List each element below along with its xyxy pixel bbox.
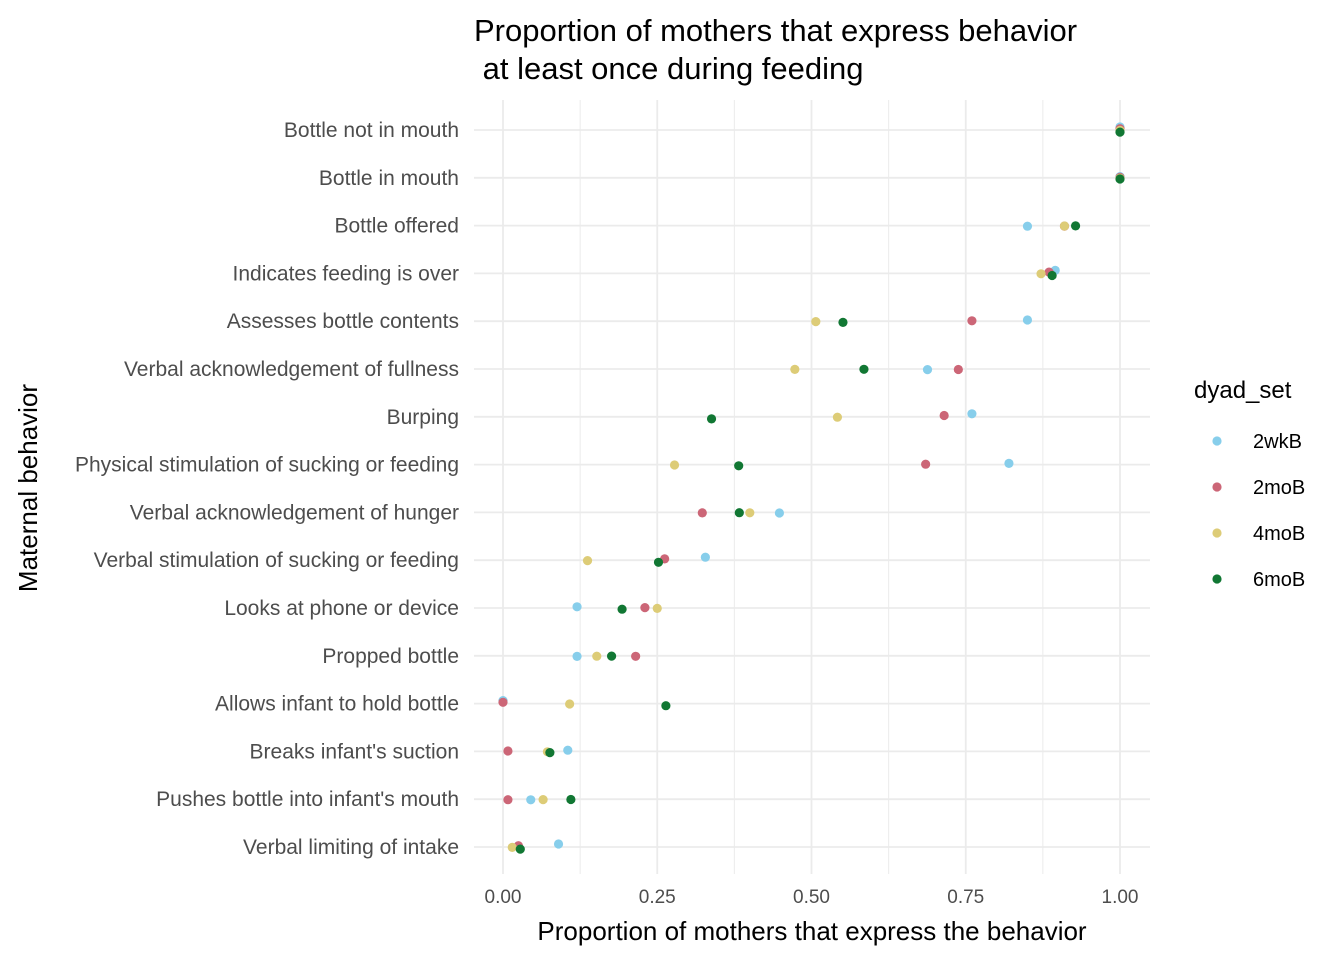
point-2moB	[631, 651, 641, 661]
point-2moB	[939, 410, 949, 421]
point-2wkB	[1004, 458, 1014, 468]
point-6moB	[606, 651, 617, 661]
point-4moB	[507, 842, 517, 853]
category-label: Breaks infant's suction	[250, 740, 459, 763]
point-2moB	[953, 364, 963, 375]
data-points	[498, 122, 1125, 854]
category-label: Bottle in mouth	[319, 167, 459, 190]
point-4moB	[582, 556, 593, 566]
legend-key-2wkB	[1212, 436, 1222, 446]
legend-key-6moB	[1212, 574, 1222, 584]
point-4moB	[745, 508, 755, 518]
x-axis-title: Proportion of mothers that express the b…	[537, 916, 1087, 946]
point-6moB	[661, 701, 671, 711]
chart-title-line-1: Proportion of mothers that express behav…	[474, 13, 1077, 48]
point-4moB	[669, 460, 680, 470]
category-label: Burping	[387, 406, 459, 429]
point-2moB	[640, 603, 650, 613]
point-6moB	[734, 508, 744, 518]
category-label: Physical stimulation of sucking or feedi…	[75, 454, 459, 477]
legend-title: dyad_set	[1194, 377, 1292, 404]
point-2wkB	[922, 365, 933, 375]
point-2wkB	[1022, 315, 1033, 325]
point-4moB	[832, 412, 843, 422]
x-tick-label: 1.00	[1102, 887, 1139, 908]
point-6moB	[1070, 221, 1081, 231]
category-label: Assesses bottle contents	[227, 310, 459, 333]
point-2wkB	[563, 745, 573, 755]
point-6moB	[1115, 174, 1125, 184]
point-6moB	[706, 414, 717, 424]
point-2wkB	[572, 602, 582, 612]
point-6moB	[515, 844, 525, 854]
point-6moB	[566, 794, 576, 805]
point-2moB	[697, 508, 707, 518]
point-2wkB	[1022, 221, 1033, 231]
category-label: Propped bottle	[322, 645, 459, 668]
point-2wkB	[572, 651, 582, 662]
point-6moB	[1115, 127, 1125, 137]
point-2wkB	[553, 839, 564, 849]
point-4moB	[1036, 269, 1046, 279]
point-2moB	[967, 316, 977, 326]
point-4moB	[565, 699, 575, 709]
point-2moB	[921, 459, 931, 469]
point-6moB	[545, 748, 555, 758]
y-axis-title: Maternal behavior	[13, 384, 43, 592]
legend-label: 2wkB	[1253, 431, 1302, 453]
category-label: Verbal acknowledgement of hunger	[130, 501, 459, 524]
point-2moB	[498, 697, 508, 707]
category-label: Bottle offered	[334, 215, 459, 238]
legend-label: 2moB	[1253, 477, 1305, 499]
point-2wkB	[526, 795, 536, 805]
point-6moB	[1047, 270, 1057, 281]
point-6moB	[653, 557, 664, 567]
point-4moB	[592, 651, 602, 661]
point-2wkB	[700, 552, 710, 562]
point-2wkB	[774, 508, 785, 518]
point-6moB	[859, 364, 869, 374]
category-label: Pushes bottle into infant's mouth	[156, 788, 459, 811]
x-tick-label: 0.50	[793, 887, 830, 908]
point-6moB	[838, 317, 848, 327]
category-label: Bottle not in mouth	[284, 119, 459, 142]
category-label: Allows infant to hold bottle	[215, 693, 459, 716]
legend-key-4moB	[1212, 528, 1222, 538]
point-4moB	[538, 795, 548, 805]
category-label: Indicates feeding is over	[233, 262, 459, 285]
legend: dyad_set 2wkB 2moB 4moB 6moB	[1194, 377, 1305, 591]
category-label: Verbal limiting of intake	[243, 836, 459, 859]
point-4moB	[790, 364, 800, 374]
point-2moB	[503, 795, 513, 805]
x-tick-label: 0.25	[639, 887, 676, 908]
grid	[474, 100, 1150, 874]
x-tick-labels: 0.00 0.25 0.50 0.75 1.00	[485, 887, 1139, 908]
category-label: Verbal stimulation of sucking or feeding	[94, 549, 459, 572]
chart-title-line-2: at least once during feeding	[474, 51, 864, 86]
point-4moB	[1059, 221, 1070, 231]
category-labels: Bottle not in mouth Bottle in mouth Bottle…	[75, 119, 459, 859]
point-6moB	[734, 461, 744, 471]
x-tick-label: 0.00	[485, 887, 522, 908]
point-4moB	[811, 317, 821, 327]
point-2moB	[503, 746, 513, 756]
legend-label: 4moB	[1253, 523, 1305, 545]
x-tick-label: 0.75	[947, 887, 984, 908]
point-6moB	[617, 604, 627, 614]
legend-label: 6moB	[1253, 569, 1305, 591]
legend-key-2moB	[1212, 482, 1222, 492]
category-label: Verbal acknowledgement of fullness	[124, 358, 459, 381]
point-4moB	[652, 603, 662, 614]
category-label: Looks at phone or device	[224, 597, 459, 620]
point-2wkB	[967, 409, 977, 419]
